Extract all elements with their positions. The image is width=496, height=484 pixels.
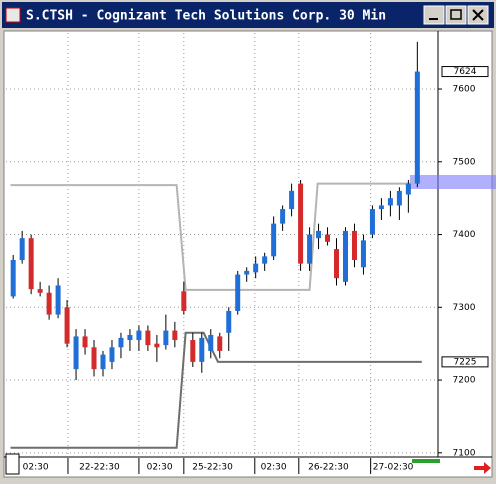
- candle-body: [127, 334, 133, 341]
- candle-body: [235, 274, 241, 311]
- candle-body: [325, 234, 331, 242]
- candle-body: [342, 230, 348, 282]
- candle-body: [10, 260, 16, 297]
- y-tick-label: 7600: [453, 85, 476, 95]
- candle-body: [253, 263, 259, 273]
- candle-body: [28, 238, 34, 290]
- candle-body: [163, 330, 169, 346]
- price-marker: [441, 356, 489, 368]
- candle-body: [405, 183, 411, 195]
- window-title: S.CTSH - Cognizant Tech Solutions Corp. …: [26, 9, 386, 24]
- y-tick-label: 7300: [453, 303, 476, 313]
- candle-body: [91, 347, 97, 370]
- price-highlight: [410, 175, 496, 189]
- chart-area: [3, 30, 493, 478]
- candle-body: [118, 337, 124, 348]
- scroll-box[interactable]: [5, 453, 20, 475]
- close-icon: [472, 9, 484, 21]
- window-buttons[interactable]: [423, 5, 489, 25]
- candle-body: [46, 292, 52, 315]
- price-marker-label: 7225: [454, 357, 477, 367]
- indicator-line: [10, 331, 422, 449]
- candle-body: [73, 336, 79, 370]
- minimize-button[interactable]: [423, 5, 445, 25]
- y-tick-label: 7100: [453, 448, 476, 458]
- candle-body: [208, 334, 214, 351]
- candle-body: [360, 240, 366, 268]
- candle-body: [64, 307, 70, 344]
- price-marker-label: 7624: [454, 67, 477, 77]
- candle-body: [145, 330, 151, 346]
- price-marker: [441, 66, 489, 78]
- candle-body: [271, 223, 277, 257]
- candle-body: [37, 289, 43, 293]
- candle-body: [334, 249, 340, 279]
- y-tick-label: 7400: [453, 230, 476, 240]
- candle-body: [369, 209, 375, 235]
- title-bar: [2, 2, 494, 28]
- candle-body: [289, 190, 295, 210]
- scroll-arrow[interactable]: [474, 462, 491, 474]
- app-icon: [5, 7, 21, 23]
- indicator-line: [10, 182, 413, 291]
- x-tick-label: 02:30: [147, 463, 173, 473]
- candle-body: [396, 190, 402, 206]
- candle-body: [82, 336, 88, 348]
- candle-body: [190, 340, 196, 362]
- x-tick-label: 02:30: [23, 463, 49, 473]
- candle-body: [387, 198, 393, 206]
- candle-body: [378, 205, 384, 210]
- x-tick-label: 02:30: [261, 463, 287, 473]
- session-bar: [412, 459, 440, 463]
- candle-body: [414, 71, 420, 184]
- candle-body: [262, 256, 268, 264]
- maximize-button[interactable]: [445, 5, 467, 25]
- candle-body: [19, 238, 25, 261]
- candle-body: [280, 209, 286, 224]
- candle-body: [154, 343, 160, 348]
- candle-body: [199, 337, 205, 362]
- candle-body: [55, 285, 61, 315]
- x-tick-label: 22-22:30: [79, 463, 120, 473]
- candle-body: [351, 230, 357, 261]
- candle-body: [307, 234, 313, 264]
- candle-body: [298, 183, 304, 264]
- x-tick-label: 26-22:30: [308, 463, 349, 473]
- candle-body: [181, 291, 187, 311]
- x-tick-label: 25-22:30: [192, 463, 233, 473]
- candle-body: [136, 330, 142, 341]
- y-tick-label: 7200: [453, 376, 476, 386]
- candle-body: [217, 336, 223, 351]
- candle-body: [172, 330, 178, 341]
- maximize-icon: [450, 9, 462, 20]
- candle-body: [244, 270, 250, 275]
- candle-body: [316, 230, 322, 239]
- candle-body: [100, 354, 106, 370]
- candle-body: [109, 347, 115, 362]
- candle-body: [226, 310, 232, 333]
- x-tick-label: 27-02:30: [373, 463, 414, 473]
- y-tick-label: 7500: [453, 157, 476, 167]
